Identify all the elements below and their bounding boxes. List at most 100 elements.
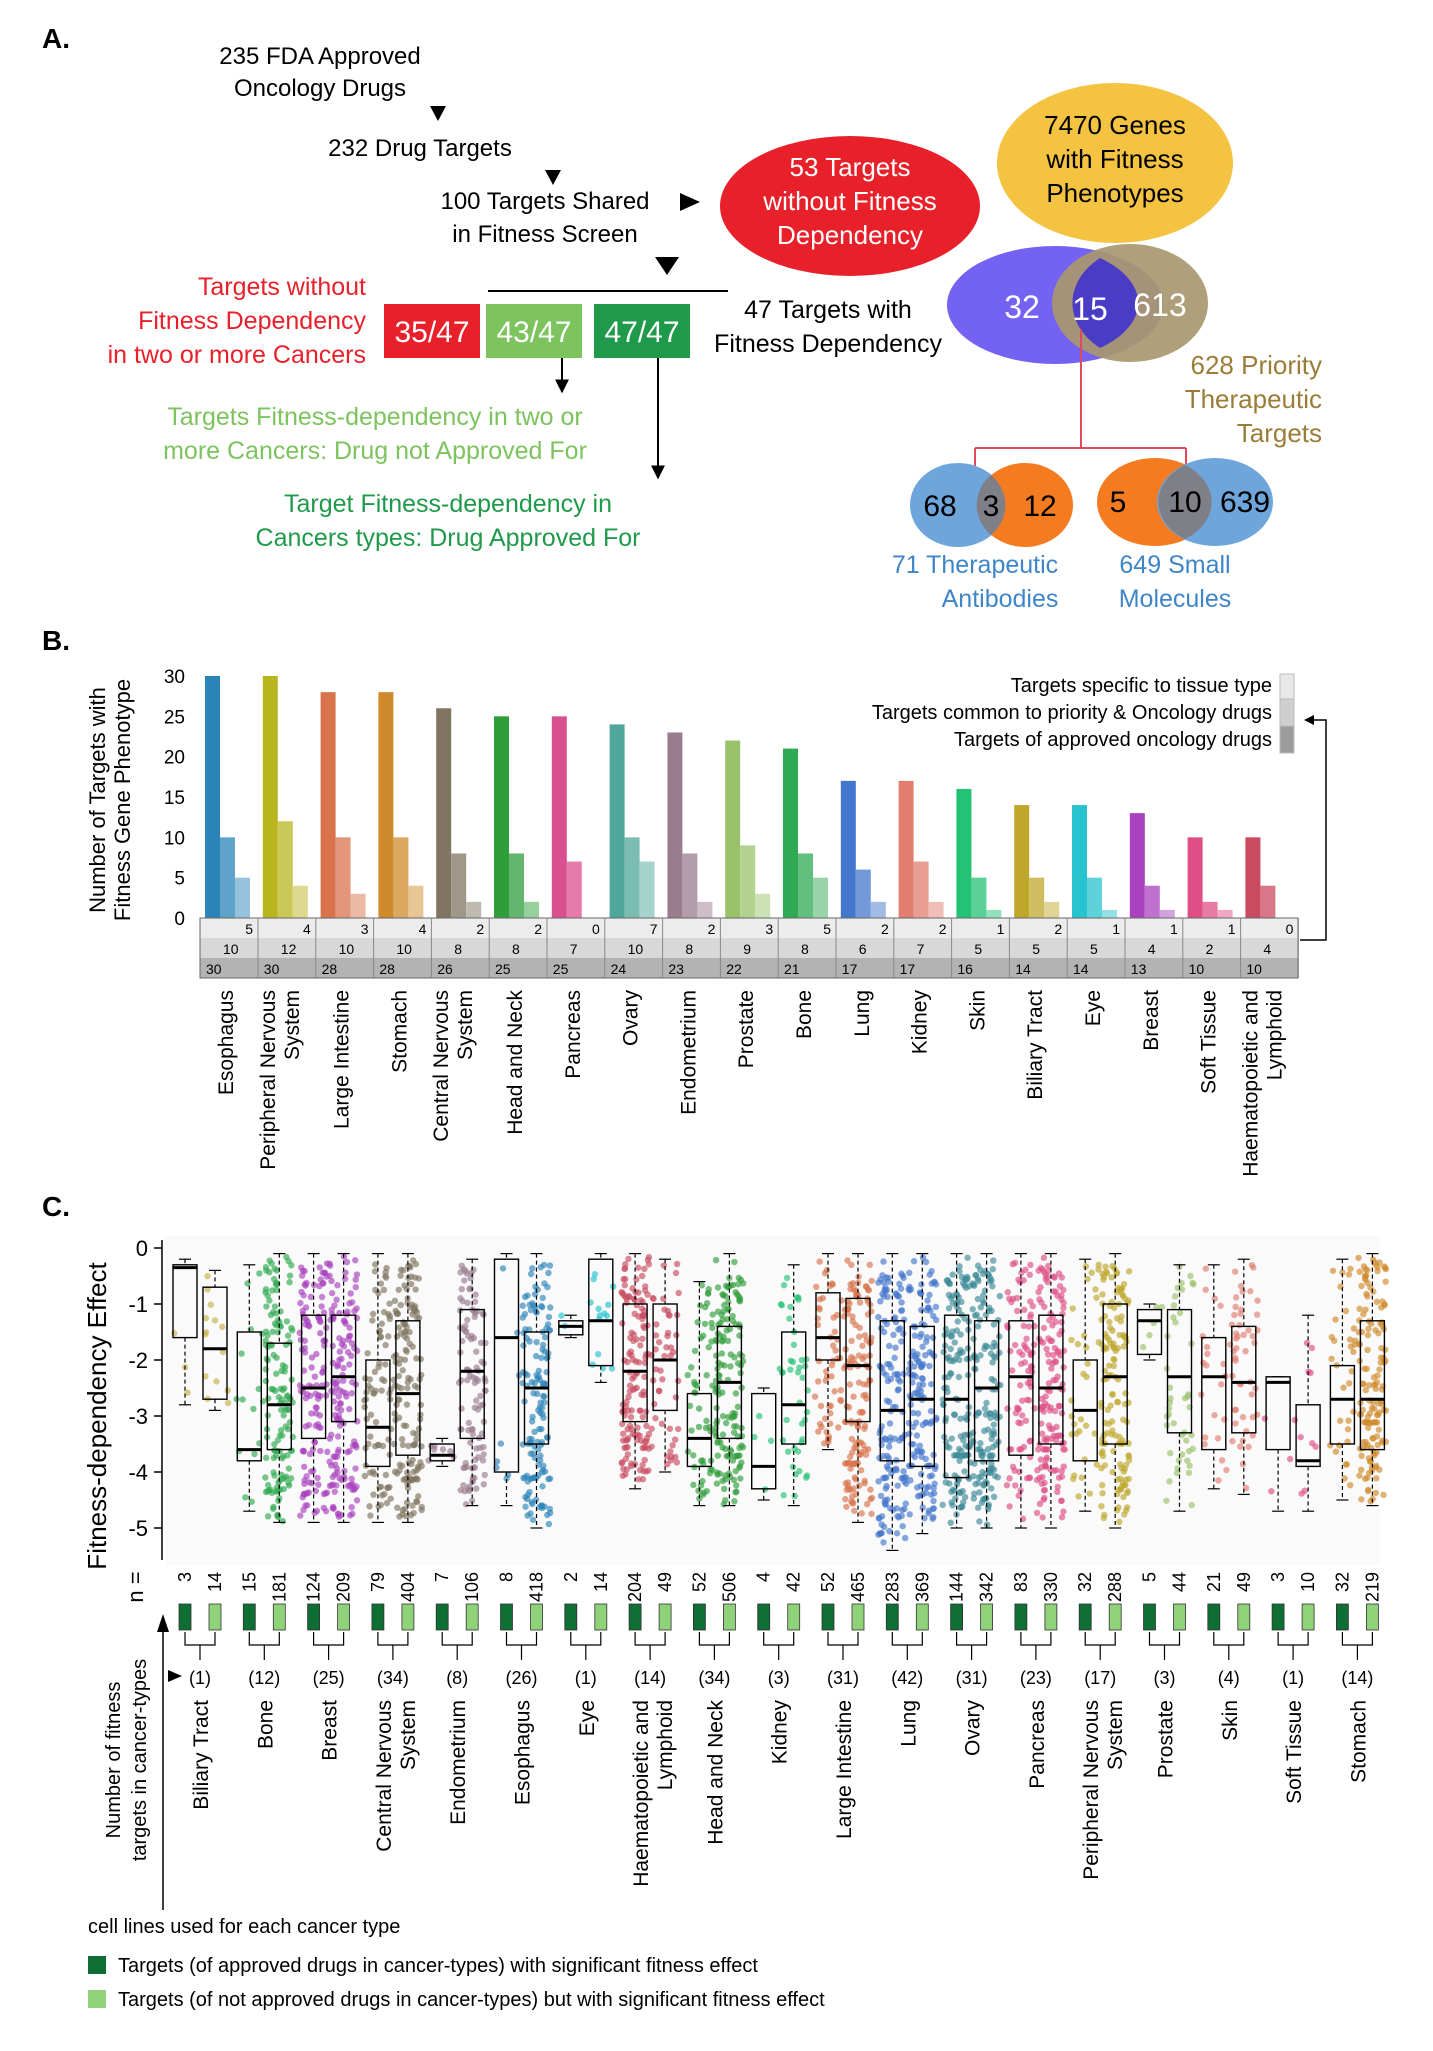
data-point: [980, 1481, 988, 1488]
data-point: [1240, 1331, 1247, 1339]
data-point: [945, 1354, 953, 1361]
data-point: [1017, 1382, 1024, 1389]
venn-ab-left-count: 68: [923, 490, 956, 523]
data-point: [286, 1272, 294, 1279]
data-point: [367, 1433, 374, 1440]
data-point: [674, 1425, 682, 1433]
bar-specific: [986, 909, 1002, 918]
data-point: [417, 1401, 425, 1409]
data-point: [986, 1452, 993, 1459]
data-point: [709, 1324, 716, 1332]
data-point: [399, 1367, 406, 1374]
data-point: [534, 1375, 541, 1382]
data-point: [877, 1324, 885, 1332]
data-point: [540, 1261, 548, 1269]
category-label: Skin: [1219, 1700, 1242, 1741]
category-label: Ovary: [962, 1700, 985, 1757]
data-point: [323, 1324, 330, 1331]
data-point: [482, 1339, 489, 1347]
data-point: [1303, 1339, 1311, 1347]
data-point: [977, 1304, 985, 1311]
target-count: (42): [891, 1668, 923, 1688]
data-point: [631, 1310, 638, 1318]
data-point: [675, 1289, 682, 1297]
data-point: [996, 1349, 1003, 1356]
data-point: [1202, 1434, 1209, 1441]
data-point: [814, 1378, 822, 1385]
data-point: [639, 1413, 647, 1421]
data-point: [1012, 1482, 1019, 1489]
data-point: [976, 1518, 983, 1525]
box-iqr: [1136, 1308, 1163, 1356]
data-point: [837, 1387, 845, 1394]
data-point: [625, 1255, 632, 1263]
data-point: [1108, 1431, 1115, 1438]
data-point: [922, 1258, 930, 1266]
data-point: [312, 1410, 320, 1417]
venn-ab-left: [910, 463, 1006, 547]
data-point: [1110, 1345, 1118, 1352]
red-label-line2: Fitness Dependency: [138, 307, 366, 335]
bar-specific: [1217, 909, 1233, 918]
data-point: [528, 1498, 535, 1506]
data-point: [659, 1376, 666, 1383]
category-label-line2: System: [397, 1700, 420, 1770]
bar-common: [1144, 885, 1160, 918]
count-specific: 2: [534, 921, 542, 937]
data-point: [1237, 1443, 1244, 1450]
data-point: [622, 1261, 629, 1268]
data-point: [732, 1467, 739, 1475]
data-point: [391, 1297, 399, 1305]
data-point: [700, 1460, 707, 1468]
data-point: [407, 1511, 414, 1519]
category-label: Large Intestine: [331, 990, 354, 1129]
box-iqr: [973, 1320, 1000, 1462]
data-point: [684, 1371, 691, 1379]
data-point: [623, 1398, 630, 1406]
bar-specific: [1044, 901, 1060, 918]
data-point: [1171, 1293, 1179, 1300]
data-point: [1166, 1384, 1174, 1391]
data-point: [885, 1342, 893, 1350]
data-point: [1358, 1282, 1365, 1290]
data-point: [969, 1306, 976, 1313]
swatch-not-approved: [915, 1603, 929, 1631]
data-point: [634, 1424, 641, 1431]
swatch-not-approved: [980, 1603, 993, 1631]
data-point: [1350, 1325, 1358, 1332]
data-point: [880, 1539, 887, 1546]
data-point: [1107, 1324, 1114, 1332]
data-point: [340, 1364, 347, 1372]
data-point: [1050, 1273, 1058, 1280]
data-point: [816, 1296, 824, 1303]
data-point: [465, 1487, 473, 1495]
category-label: Central Nervous: [430, 990, 453, 1142]
down-triangle-icon: [545, 170, 561, 185]
data-point: [1009, 1260, 1017, 1268]
box-iqr: [879, 1320, 905, 1462]
data-point: [430, 1446, 438, 1453]
table-row-tissue-specific: [200, 918, 1298, 938]
data-point: [988, 1435, 995, 1443]
data-point: [629, 1356, 637, 1363]
data-point: [909, 1409, 917, 1417]
data-point: [1007, 1347, 1014, 1355]
count-specific: 7: [650, 921, 658, 937]
data-point: [1051, 1344, 1059, 1352]
sm-label-line2: Molecules: [1119, 585, 1232, 613]
data-point: [697, 1302, 704, 1309]
data-point: [886, 1527, 893, 1535]
data-point: [929, 1334, 937, 1341]
data-point: [473, 1485, 480, 1492]
data-point: [621, 1265, 628, 1273]
data-point: [1364, 1346, 1371, 1354]
data-point: [493, 1458, 501, 1465]
category-label: Eye: [1082, 990, 1105, 1026]
data-point: [558, 1312, 565, 1319]
data-point: [1009, 1367, 1016, 1374]
data-point: [727, 1473, 734, 1481]
swatch-not-approved: [272, 1603, 286, 1631]
data-point: [977, 1352, 984, 1359]
data-point: [298, 1272, 306, 1279]
data-point: [1071, 1421, 1078, 1428]
